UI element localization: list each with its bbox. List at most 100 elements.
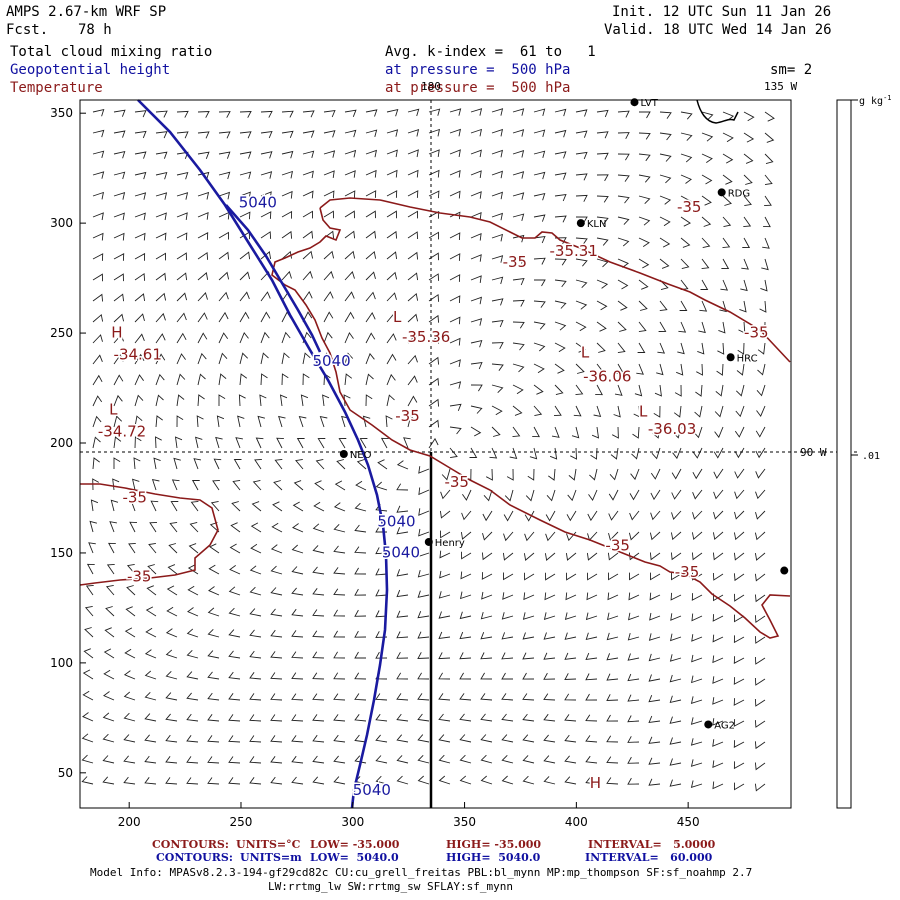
wind-barb — [165, 777, 178, 785]
wind-barb — [233, 459, 242, 470]
wind-barb — [449, 108, 462, 116]
wind-barb — [734, 489, 745, 500]
wind-barb — [670, 592, 682, 601]
wind-barb — [134, 171, 147, 180]
wind-barb — [229, 543, 241, 554]
wind-barb — [638, 237, 650, 247]
wind-barb — [92, 478, 100, 491]
wind-barb — [249, 672, 262, 680]
wind-barb — [418, 528, 430, 537]
wind-barb — [92, 253, 104, 261]
wind-barb — [319, 416, 328, 428]
wind-barb — [197, 394, 205, 407]
wind-barb — [187, 607, 199, 617]
wind-barb — [155, 151, 168, 159]
wind-barb — [609, 468, 619, 481]
wind-barb — [659, 195, 672, 205]
wind-barb — [291, 587, 304, 596]
wind-barb — [186, 713, 199, 722]
wind-barb — [238, 394, 246, 407]
wind-barb — [396, 483, 409, 491]
wind-barb — [658, 321, 667, 332]
wind-barb — [176, 332, 187, 344]
wind-barb — [173, 457, 181, 470]
wind-barb — [260, 110, 273, 118]
wind-barb — [155, 312, 166, 323]
wind-barb — [260, 331, 270, 344]
wind-barb — [607, 612, 619, 621]
wind-barb — [634, 384, 643, 397]
wind-barb — [439, 510, 451, 519]
wind-barb — [207, 692, 220, 701]
wind-barb — [754, 594, 766, 603]
wind-barb — [692, 447, 703, 459]
wind-barb — [149, 521, 158, 533]
wind-barb — [638, 153, 651, 162]
wind-barb — [754, 615, 766, 624]
wind-barb — [566, 510, 577, 522]
wind-barb — [113, 192, 126, 200]
wind-barb — [743, 153, 754, 164]
wind-barb — [344, 149, 357, 158]
wind-barb — [533, 171, 546, 180]
wind-barb — [585, 632, 598, 641]
wind-barb — [595, 384, 603, 396]
wind-barb — [512, 426, 521, 438]
wind-barb — [218, 211, 230, 220]
wind-barb — [638, 279, 649, 290]
wind-barb — [491, 128, 503, 137]
wind-barb — [652, 426, 661, 439]
wind-barb — [428, 419, 440, 428]
wind-barb — [523, 552, 535, 561]
wind-barb — [449, 253, 461, 261]
wind-barb — [617, 174, 630, 182]
wind-barb — [648, 778, 661, 786]
wind-barb — [585, 755, 598, 764]
wind-barb — [176, 292, 188, 302]
wind-barb — [636, 363, 644, 375]
wind-barb — [564, 632, 577, 640]
wind-barb — [617, 195, 630, 204]
wind-barb — [491, 149, 503, 158]
wind-barb — [113, 212, 125, 221]
wind-barb — [522, 734, 535, 743]
wind-barb — [439, 550, 451, 559]
wind-barb — [438, 631, 451, 639]
wind-barb — [575, 173, 588, 181]
wind-barb — [438, 713, 451, 722]
wind-barb — [720, 279, 729, 291]
wind-barb — [315, 458, 325, 470]
wind-barb — [254, 458, 262, 470]
wind-barb — [249, 777, 262, 785]
wind-barb — [134, 374, 144, 386]
wind-barb — [570, 447, 577, 460]
wind-barb — [375, 775, 388, 785]
wind-barb — [512, 234, 525, 243]
wind-barb — [680, 153, 693, 163]
wind-barb — [291, 714, 304, 722]
wind-barb — [617, 132, 630, 140]
wind-barb — [491, 384, 504, 394]
wind-barb — [672, 447, 682, 460]
wind-barb — [302, 270, 313, 281]
wind-barb — [317, 438, 326, 449]
temperature-label: -35 — [444, 473, 469, 491]
wind-barb — [606, 653, 619, 661]
wind-barb — [365, 109, 378, 117]
wind-barb — [670, 613, 682, 621]
wind-barb — [396, 631, 409, 639]
wind-barb — [407, 313, 419, 323]
field-temperature: Temperature — [10, 80, 103, 96]
wind-barb — [150, 500, 159, 512]
wind-barb — [428, 398, 440, 407]
wind-barb — [92, 212, 104, 221]
wind-barb — [249, 693, 262, 701]
wind-barb — [501, 734, 514, 743]
wind-barb — [302, 290, 313, 302]
wind-barb — [522, 755, 535, 764]
wind-barb — [756, 405, 766, 417]
wind-barb — [533, 150, 546, 159]
wind-barb — [754, 656, 766, 665]
wind-barb — [627, 673, 640, 682]
wind-barb — [669, 779, 682, 787]
